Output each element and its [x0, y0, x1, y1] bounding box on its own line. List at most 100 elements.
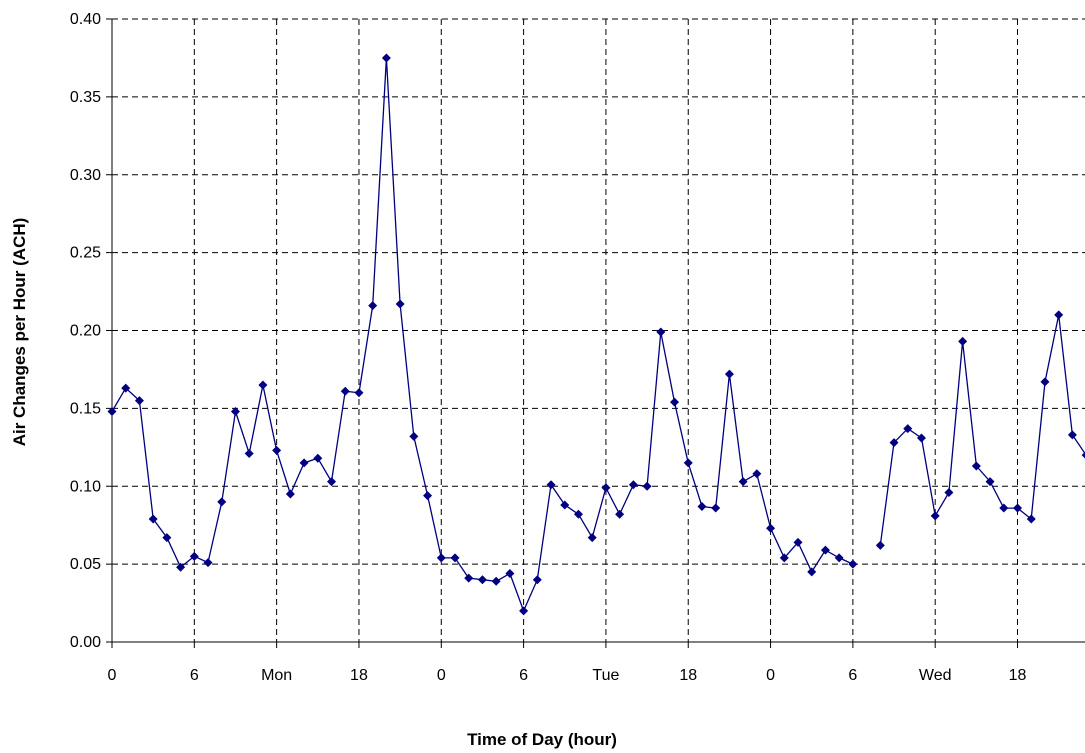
- data-point: [766, 523, 776, 533]
- data-point: [889, 438, 899, 448]
- data-point: [999, 503, 1009, 513]
- x-axis-title: Time of Day (hour): [467, 730, 617, 749]
- data-point: [491, 576, 501, 586]
- y-tick-label: 0.25: [70, 245, 101, 262]
- data-point: [615, 509, 625, 519]
- data-point: [628, 480, 638, 490]
- data-point: [258, 380, 268, 390]
- x-tick-label: 18: [679, 667, 697, 684]
- data-point: [958, 336, 968, 346]
- data-point: [436, 553, 446, 563]
- data-point: [395, 299, 405, 309]
- y-tick-label: 0.30: [70, 167, 101, 184]
- x-tick-label: 18: [1009, 667, 1027, 684]
- data-series: [107, 53, 1085, 616]
- data-point: [985, 477, 995, 487]
- data-point: [409, 431, 419, 441]
- y-tick-label: 0.15: [70, 400, 101, 417]
- x-tick-label: Mon: [261, 667, 292, 684]
- y-tick-label: 0.35: [70, 89, 101, 106]
- data-point: [875, 540, 885, 550]
- y-tick-label: 0.10: [70, 478, 101, 495]
- x-tick-label: 0: [766, 667, 775, 684]
- data-point: [1054, 310, 1064, 320]
- data-point: [121, 383, 131, 393]
- x-tick-label: 0: [108, 667, 117, 684]
- x-tick-label: 18: [350, 667, 368, 684]
- data-point: [450, 553, 460, 563]
- data-point: [820, 545, 830, 555]
- data-point: [1013, 503, 1023, 513]
- data-point: [1040, 377, 1050, 387]
- data-point: [779, 553, 789, 563]
- data-point: [381, 53, 391, 63]
- data-point: [368, 301, 378, 311]
- x-tick-label: Tue: [592, 667, 619, 684]
- data-point: [477, 575, 487, 585]
- data-point: [930, 511, 940, 521]
- data-point: [944, 487, 954, 497]
- data-point: [532, 575, 542, 585]
- data-point: [683, 458, 693, 468]
- data-point: [272, 445, 282, 455]
- data-point: [285, 489, 295, 499]
- data-point: [587, 533, 597, 543]
- data-point: [230, 406, 240, 416]
- data-point: [148, 514, 158, 524]
- x-tick-label: 6: [190, 667, 199, 684]
- data-point: [162, 533, 172, 543]
- data-point: [724, 369, 734, 379]
- data-point: [327, 477, 337, 487]
- data-point: [340, 386, 350, 396]
- data-point: [546, 480, 556, 490]
- data-point: [244, 449, 254, 459]
- x-tick-labels: 0 6 Mon 18 0 6 Tue 18 0 6 Wed 18: [108, 667, 1027, 684]
- data-point: [560, 500, 570, 510]
- series-line: [111, 57, 854, 613]
- data-point: [711, 503, 721, 513]
- y-tick-labels: 0.00 0.05 0.10 0.15 0.20 0.25 0.30 0.35 0.40: [70, 11, 101, 651]
- data-point: [971, 461, 981, 471]
- y-tick-label: 0.40: [70, 11, 101, 28]
- data-point: [573, 509, 583, 519]
- data-point: [601, 483, 611, 493]
- data-point: [464, 573, 474, 583]
- x-tick-label: 6: [848, 667, 857, 684]
- data-point: [1026, 514, 1036, 524]
- data-point: [299, 458, 309, 468]
- data-point: [1081, 451, 1085, 459]
- y-tick-label: 0.00: [70, 634, 101, 651]
- data-point: [519, 606, 529, 616]
- y-axis-title: Air Changes per Hour (ACH): [10, 218, 29, 447]
- data-point: [916, 433, 926, 443]
- y-tick-label: 0.05: [70, 556, 101, 573]
- data-point: [217, 497, 227, 507]
- data-point: [848, 559, 858, 569]
- data-point: [505, 568, 515, 578]
- data-point: [670, 397, 680, 407]
- data-point: [134, 396, 144, 406]
- x-tick-label: 0: [437, 667, 446, 684]
- data-point: [807, 567, 817, 577]
- data-point: [203, 558, 213, 568]
- series-line: [879, 314, 1085, 546]
- data-point: [423, 491, 433, 501]
- data-point: [354, 388, 364, 398]
- data-point: [1067, 430, 1077, 440]
- x-tick-label: Wed: [919, 667, 952, 684]
- grid-lines: [112, 18, 1085, 642]
- data-point: [834, 553, 844, 563]
- data-point: [313, 453, 323, 463]
- y-tick-label: 0.20: [70, 323, 101, 340]
- data-point: [697, 501, 707, 511]
- x-tick-label: 6: [519, 667, 528, 684]
- data-point: [176, 562, 186, 572]
- data-point: [642, 481, 652, 491]
- data-point: [738, 477, 748, 487]
- data-point: [793, 537, 803, 547]
- data-point: [752, 469, 762, 479]
- data-point: [656, 327, 666, 337]
- data-point: [189, 551, 199, 561]
- axes: [106, 18, 1085, 648]
